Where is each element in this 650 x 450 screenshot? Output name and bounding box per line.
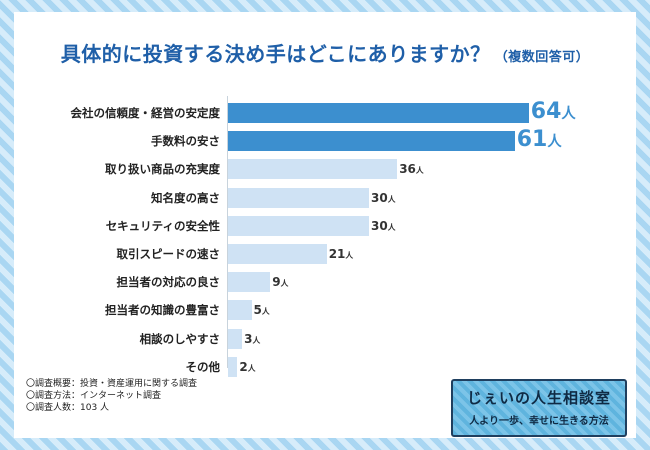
value-label: 2人 [239,359,256,374]
category-label: 担当者の対応の良さ [116,275,221,290]
bar [228,356,238,377]
category-label: セキュリティの安全性 [105,218,220,233]
category-label: 取引スピードの速さ [116,247,221,261]
value-label: 36人 [399,162,424,177]
value-label: 64人 [530,99,576,124]
bar [228,328,243,349]
bar [228,159,398,180]
category-label: 手数料の安さ [151,134,220,149]
value-label: 21人 [328,247,354,261]
bar [228,103,529,123]
bar [228,131,515,152]
category-label: 担当者の知識の豊富さ [105,303,220,318]
y-axis-line [227,96,228,368]
note-overview: 〇調査概要：投資・資産運用に関する調査 [26,379,198,389]
brand-name: じぇいの人生相談室 [466,389,611,407]
bar [228,244,327,264]
chart-title: 具体的に投資する決め手はどこにありますか？ （複数回答可） [0,38,650,67]
value-label: 3人 [244,331,261,346]
note-method: 〇調査方法：インターネット調査 [26,391,162,401]
brand-logo: じぇいの人生相談室 人より一歩、幸せに生きる方法 [451,379,627,437]
value-label: 9人 [272,275,289,290]
category-label: 知名度の高さ [151,190,220,205]
brand-tagline: 人より一歩、幸せに生きる方法 [469,416,609,427]
value-label: 30人 [371,190,396,205]
survey-notes: 〇調査概要：投資・資産運用に関する調査 〇調査方法：インターネット調査 〇調査人… [26,378,197,414]
bar [228,272,271,293]
category-label: その他 [185,359,221,374]
note-count: 〇調査人数：103 人 [26,403,110,413]
category-label: 会社の信頼度・経営の安定度 [70,106,221,120]
value-label: 30人 [371,218,396,233]
bar [228,215,369,236]
bar [228,187,369,208]
title-text: 具体的に投資する決め手はどこにありますか？ [60,42,491,66]
value-label: 61人 [516,127,562,153]
title-note: （複数回答可） [494,50,590,65]
category-label: 取り扱い商品の充実度 [105,162,220,177]
value-label: 5人 [253,303,270,318]
category-label: 相談のしやすさ [139,331,220,346]
bar [228,300,252,321]
